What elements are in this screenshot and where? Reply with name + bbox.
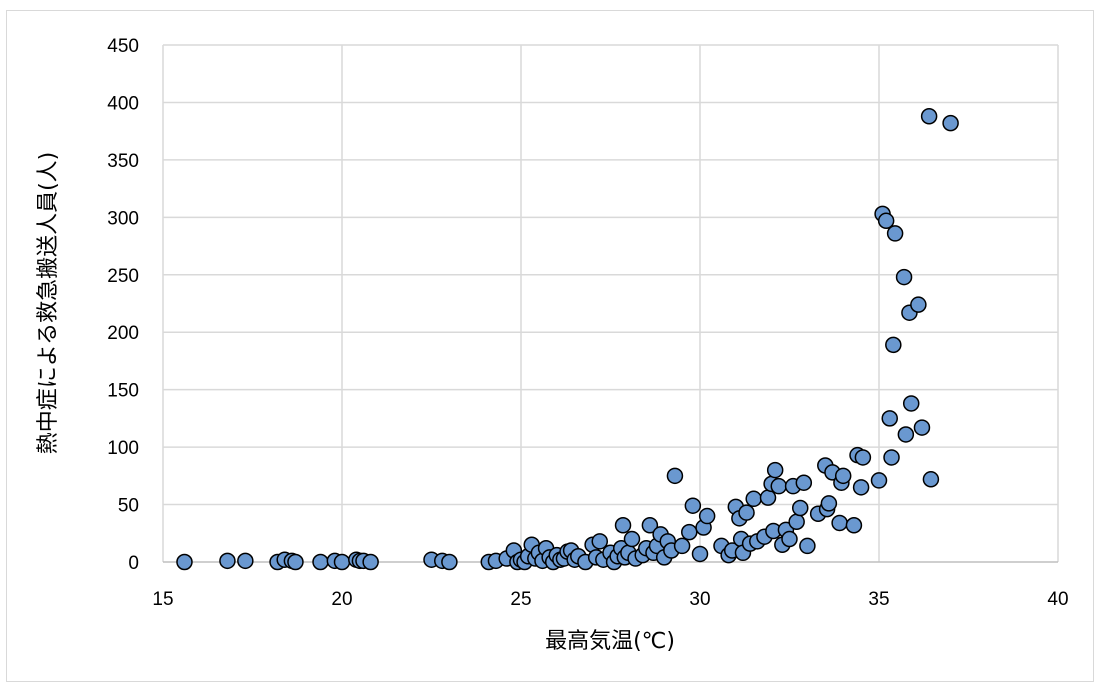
x-tick-label: 40 [1047, 589, 1068, 610]
data-point [176, 553, 193, 571]
data-point [691, 545, 709, 563]
data-point [441, 553, 458, 571]
y-tick-label: 200 [107, 323, 139, 344]
data-point [885, 336, 902, 354]
data-point [770, 477, 788, 495]
data-point [766, 461, 784, 479]
data-point [781, 530, 798, 548]
data-point [684, 497, 702, 514]
data-point [881, 410, 898, 427]
x-tick-label: 35 [868, 589, 889, 610]
x-axis-tick-labels: 15 20 25 30 35 40 [152, 589, 1068, 610]
chart-frame [6, 10, 1094, 682]
y-tick-label: 350 [107, 151, 139, 172]
gridlines [162, 44, 1059, 562]
data-point [883, 449, 900, 466]
data-point [287, 553, 304, 571]
data-point [788, 513, 805, 531]
data-point [362, 553, 379, 571]
data-point [902, 395, 920, 412]
data-point [820, 495, 838, 512]
y-tick-label: 250 [107, 266, 139, 287]
data-point [922, 471, 940, 488]
data-point [673, 537, 691, 555]
data-point [698, 507, 716, 525]
y-tick-label: 0 [128, 553, 139, 574]
data-point [910, 296, 927, 313]
data-point [913, 419, 931, 436]
data-point [854, 449, 872, 466]
data-point [897, 426, 915, 443]
data-point [614, 516, 632, 534]
data-point [831, 514, 848, 532]
data-point [852, 479, 870, 496]
y-tick-label: 150 [107, 381, 139, 402]
data-point [895, 268, 913, 286]
data-point [845, 516, 863, 534]
x-tick-label: 15 [152, 589, 173, 610]
y-tick-label: 400 [107, 93, 139, 114]
y-axis-title: 熱中症による救急搬送人員(人) [36, 152, 61, 455]
data-point [591, 533, 609, 550]
x-tick-label: 20 [331, 589, 352, 610]
y-tick-label: 450 [107, 36, 139, 57]
data-point [237, 552, 254, 570]
data-point [738, 504, 755, 521]
y-axis-tick-labels: 0 50 100 150 200 250 300 350 400 450 [107, 36, 139, 574]
y-tick-label: 50 [118, 496, 139, 517]
data-point [623, 530, 641, 548]
data-point [666, 467, 684, 485]
data-point [920, 107, 938, 125]
data-point [745, 490, 762, 508]
data-point [312, 553, 329, 571]
y-tick-label: 100 [107, 438, 139, 459]
data-point [791, 499, 809, 517]
data-point [799, 537, 816, 555]
data-point [333, 553, 351, 571]
data-points [176, 107, 959, 571]
data-point [795, 474, 813, 491]
x-tick-label: 25 [510, 589, 531, 610]
data-point [759, 489, 777, 506]
data-point [681, 523, 698, 541]
x-axis-title: 最高気温(℃) [545, 629, 675, 654]
data-point [219, 552, 236, 570]
data-point [641, 516, 659, 534]
data-point [942, 114, 959, 132]
data-point [870, 472, 888, 489]
y-tick-label: 300 [107, 208, 139, 229]
data-point [834, 467, 852, 485]
data-point [886, 225, 904, 242]
data-point [877, 212, 895, 230]
x-tick-label: 30 [689, 589, 710, 610]
